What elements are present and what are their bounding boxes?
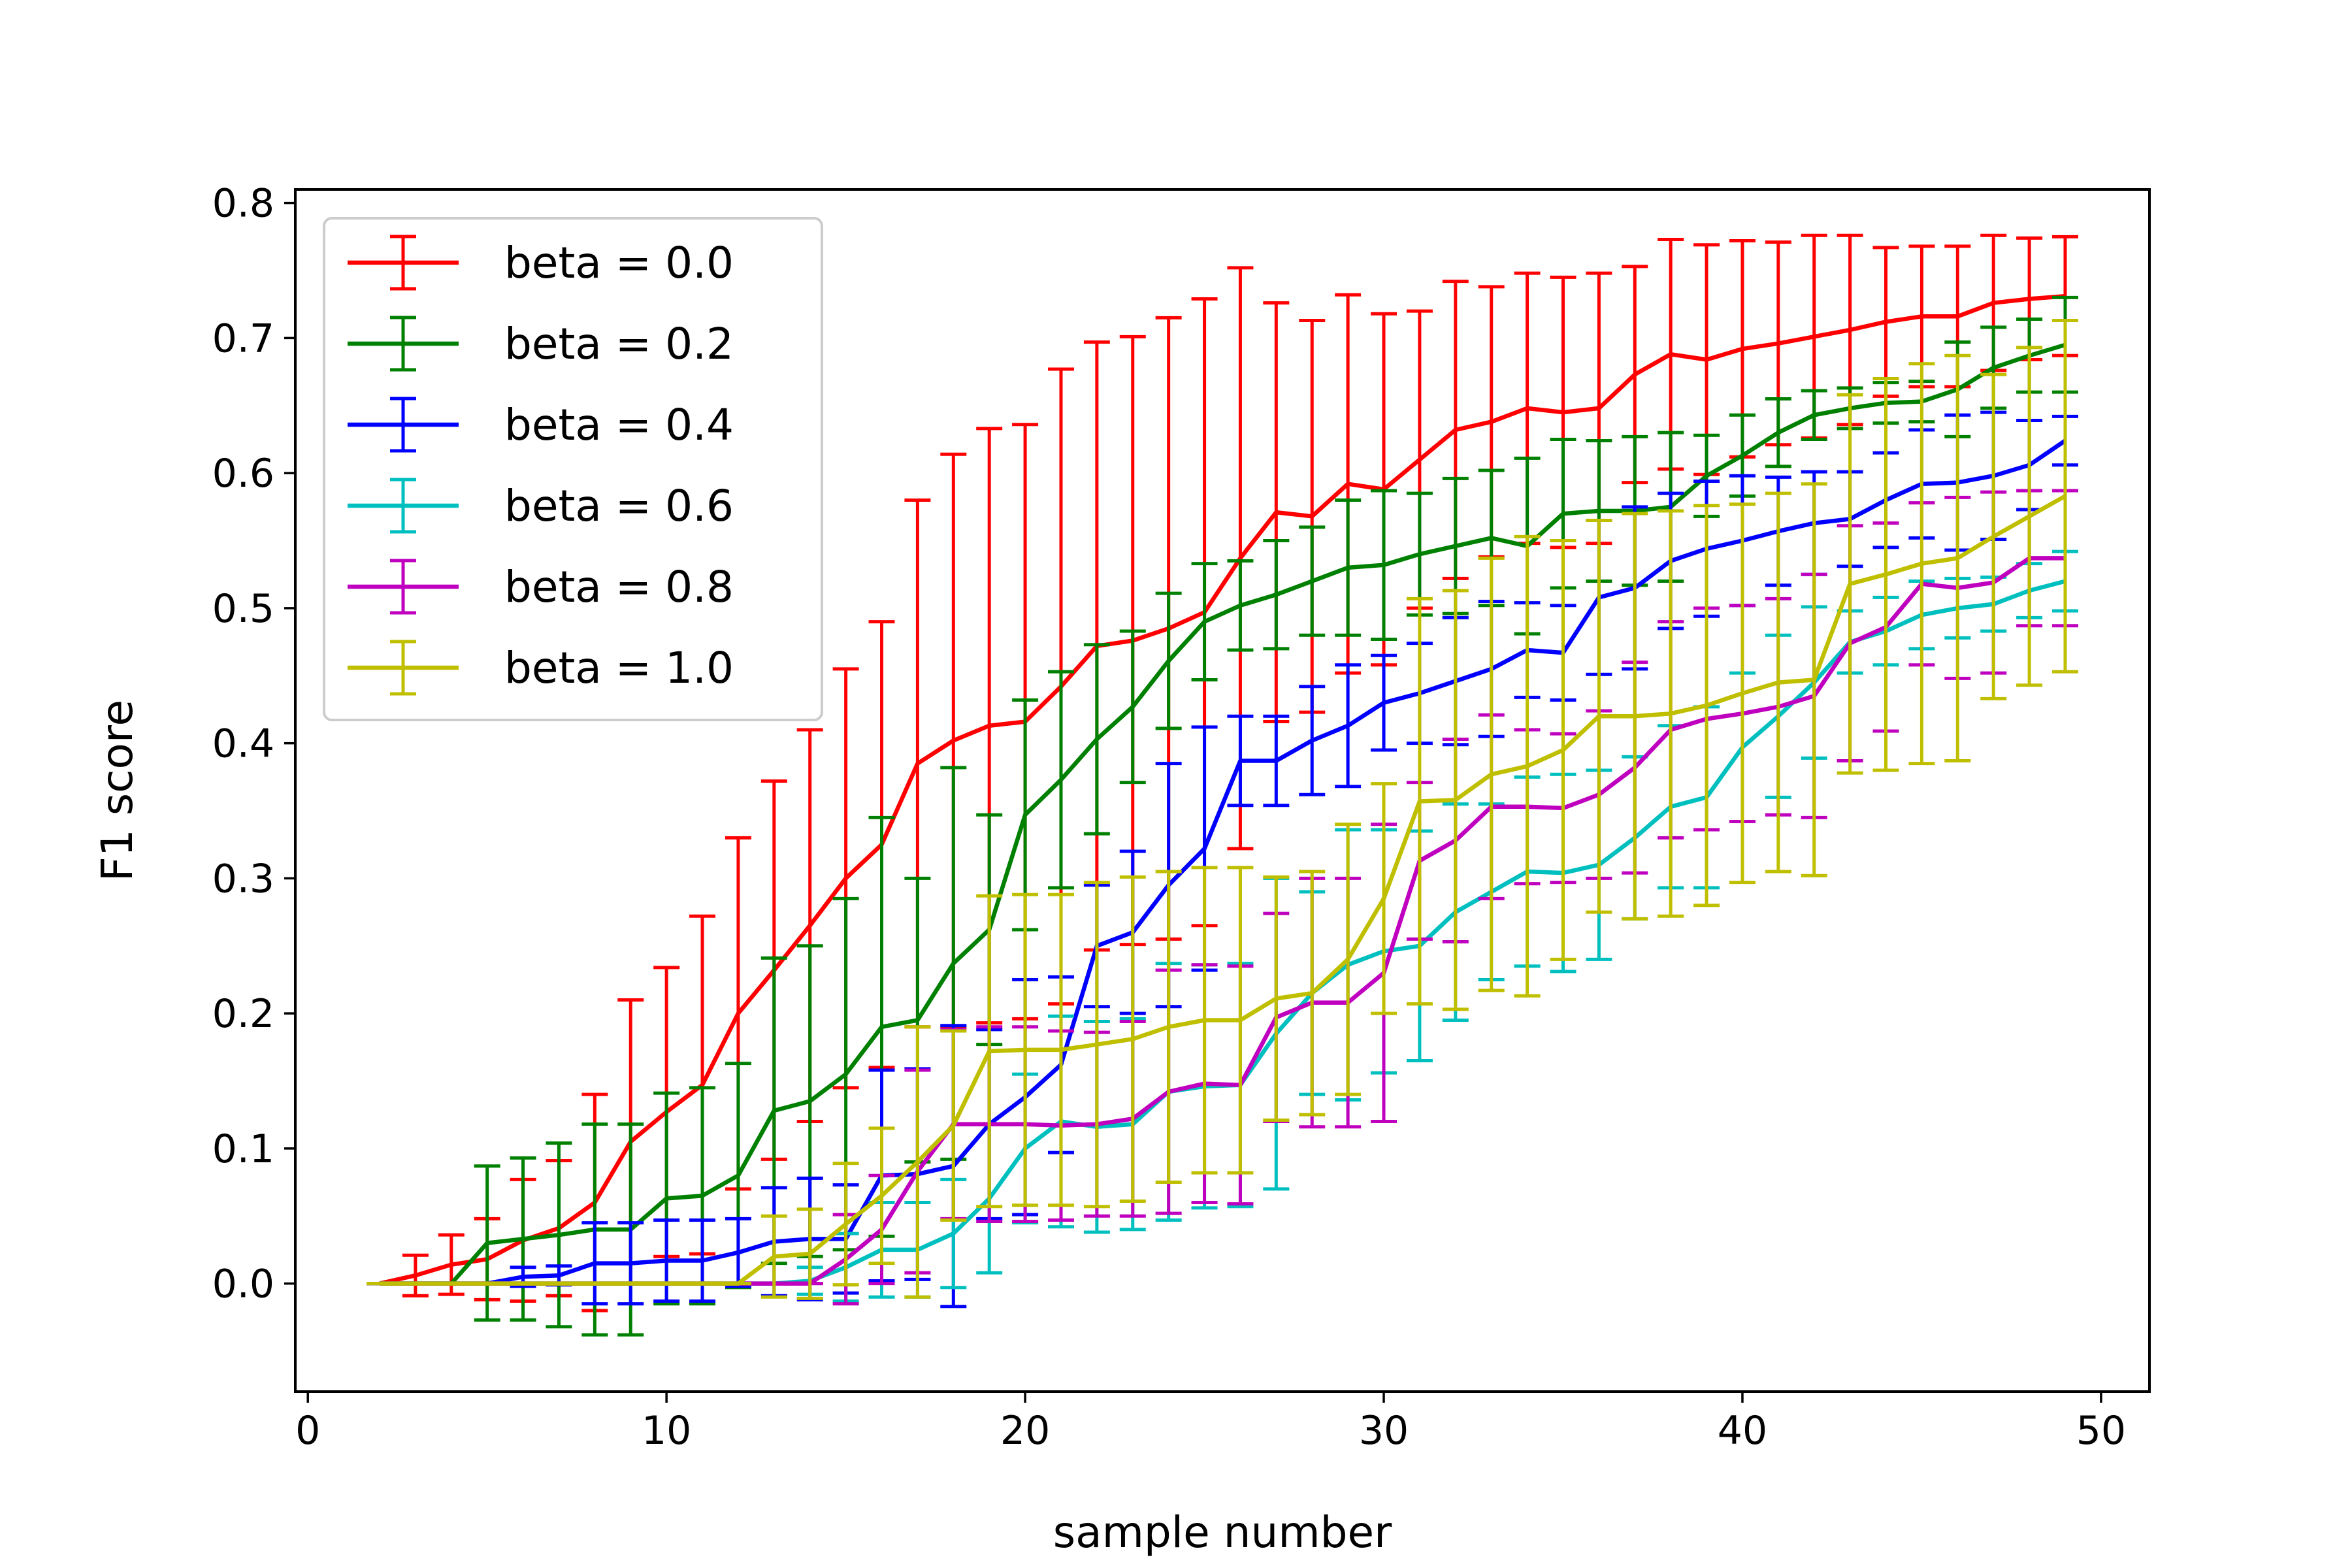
legend-label: beta = 0.2 [504, 319, 734, 369]
series-5 [367, 319, 2078, 1300]
x-tick-label: 0 [295, 1408, 320, 1454]
x-tick-label: 50 [2076, 1408, 2126, 1454]
legend-label: beta = 0.0 [504, 238, 734, 288]
x-tick-label: 40 [1718, 1408, 1767, 1454]
y-tick-label: 0.4 [212, 721, 274, 767]
legend-label: beta = 0.4 [504, 400, 734, 450]
data-marks [367, 233, 2078, 1337]
x-axis-label: sample number [1053, 1507, 1392, 1558]
series-line [379, 294, 2066, 1286]
y-tick-label: 0.1 [212, 1126, 274, 1172]
y-tick-label: 0.8 [212, 181, 274, 227]
x-tick-label: 20 [1000, 1408, 1050, 1454]
y-tick-label: 0.7 [212, 316, 274, 361]
legend-label: beta = 0.8 [504, 562, 734, 612]
series-line [380, 438, 2066, 1286]
y-tick-label: 0.3 [212, 856, 274, 902]
plot-frame [294, 188, 2151, 1393]
legend-label: beta = 0.6 [504, 481, 734, 531]
y-axis-label: F1 score [92, 700, 142, 881]
series-line [380, 494, 2066, 1286]
y-tick-label: 0.2 [212, 991, 274, 1037]
y-tick-label: 0.6 [212, 451, 274, 497]
axes: 0 10 20 30 40 50 0.0 0.1 0.2 0.3 0.4 0.5 0.6 0.7 0.8 [212, 181, 2126, 1454]
y-tick-label: 0.5 [212, 586, 274, 632]
legend-label: beta = 1.0 [504, 643, 734, 693]
x-tick-label: 30 [1359, 1408, 1409, 1454]
x-tick-label: 10 [642, 1408, 691, 1454]
y-tick-label: 0.0 [212, 1262, 274, 1307]
legend: beta = 0.0 beta = 0.2 beta = 0.4 beta = 0.6… [323, 217, 823, 721]
series-line [380, 342, 2066, 1286]
